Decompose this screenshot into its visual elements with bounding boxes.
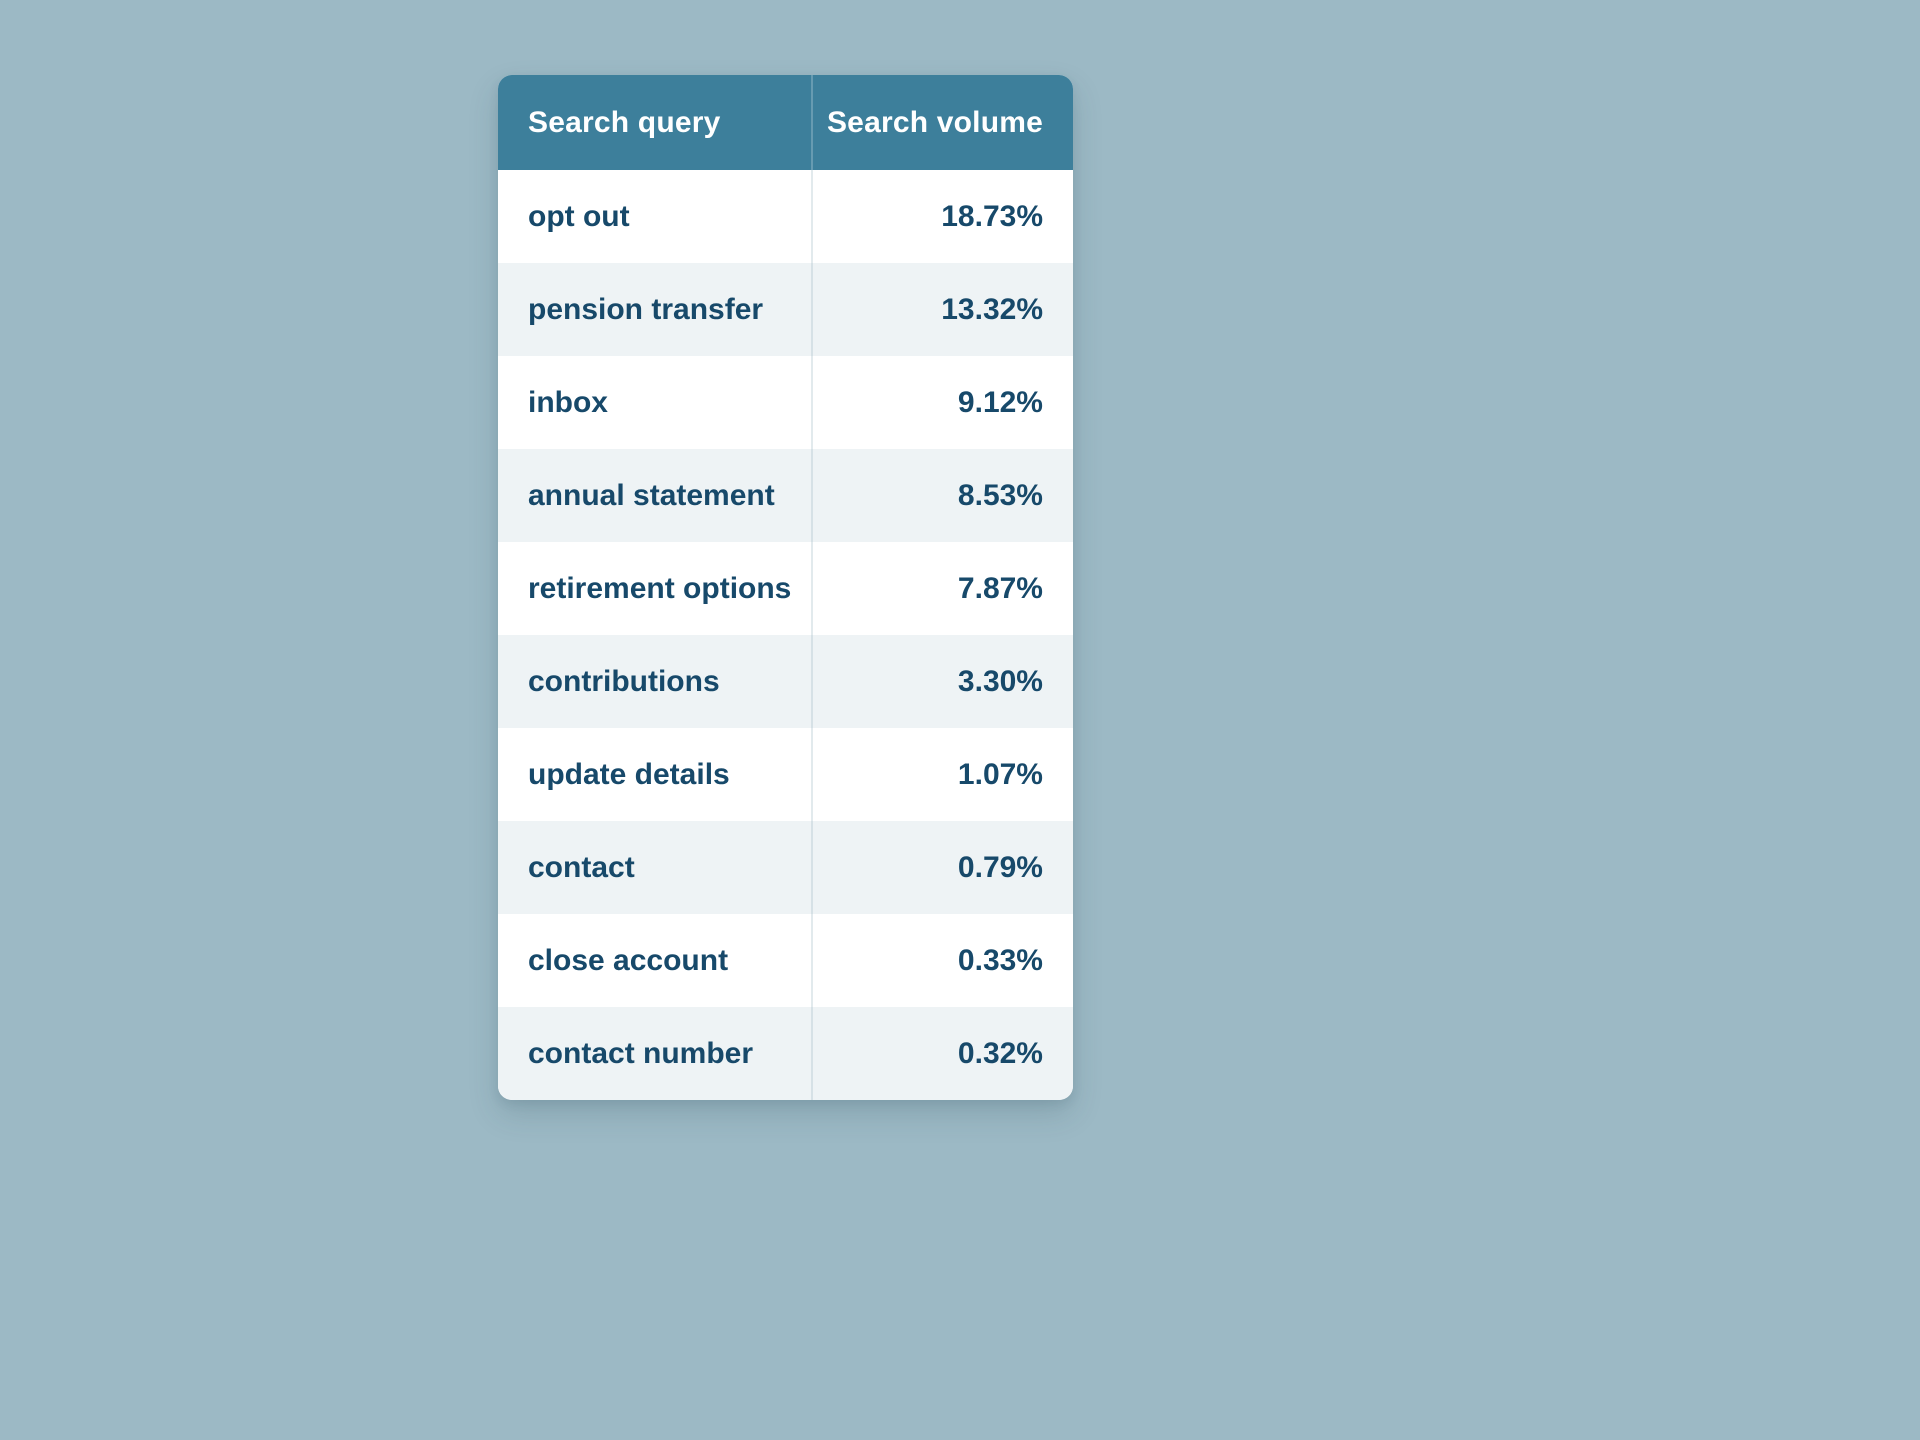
table-row: opt out 18.73% <box>498 170 1073 263</box>
volume-cell: 0.32% <box>957 1036 1043 1070</box>
table-row: contact 0.79% <box>498 821 1073 914</box>
query-cell: contributions <box>498 635 813 728</box>
table-row: contributions 3.30% <box>498 635 1073 728</box>
volume-cell: 3.30% <box>957 664 1043 698</box>
volume-cell: 7.87% <box>957 571 1043 605</box>
volume-cell: 8.53% <box>957 478 1043 512</box>
query-cell: pension transfer <box>498 263 813 356</box>
volume-cell: 18.73% <box>941 199 1043 233</box>
search-volume-table: Search query Search volume opt out 18.73… <box>498 75 1073 1100</box>
query-cell: close account <box>498 914 813 1007</box>
table-row: update details 1.07% <box>498 728 1073 821</box>
volume-cell: 0.79% <box>957 850 1043 884</box>
table-row: inbox 9.12% <box>498 356 1073 449</box>
query-cell: annual statement <box>498 449 813 542</box>
volume-cell: 0.33% <box>957 943 1043 977</box>
table-row: pension transfer 13.32% <box>498 263 1073 356</box>
column-header-search-query: Search query <box>498 75 813 170</box>
table-row: retirement options 7.87% <box>498 542 1073 635</box>
query-cell: inbox <box>498 356 813 449</box>
table-row: contact number 0.32% <box>498 1007 1073 1100</box>
query-cell: contact <box>498 821 813 914</box>
volume-cell: 1.07% <box>957 757 1043 791</box>
column-header-search-volume: Search volume <box>826 105 1043 139</box>
query-cell: update details <box>498 728 813 821</box>
table-header-row: Search query Search volume <box>498 75 1073 170</box>
volume-cell: 9.12% <box>957 385 1043 419</box>
table-row: close account 0.33% <box>498 914 1073 1007</box>
query-cell: retirement options <box>498 542 813 635</box>
query-cell: contact number <box>498 1007 813 1100</box>
volume-cell: 13.32% <box>941 292 1043 326</box>
table-row: annual statement 8.53% <box>498 449 1073 542</box>
query-cell: opt out <box>498 170 813 263</box>
